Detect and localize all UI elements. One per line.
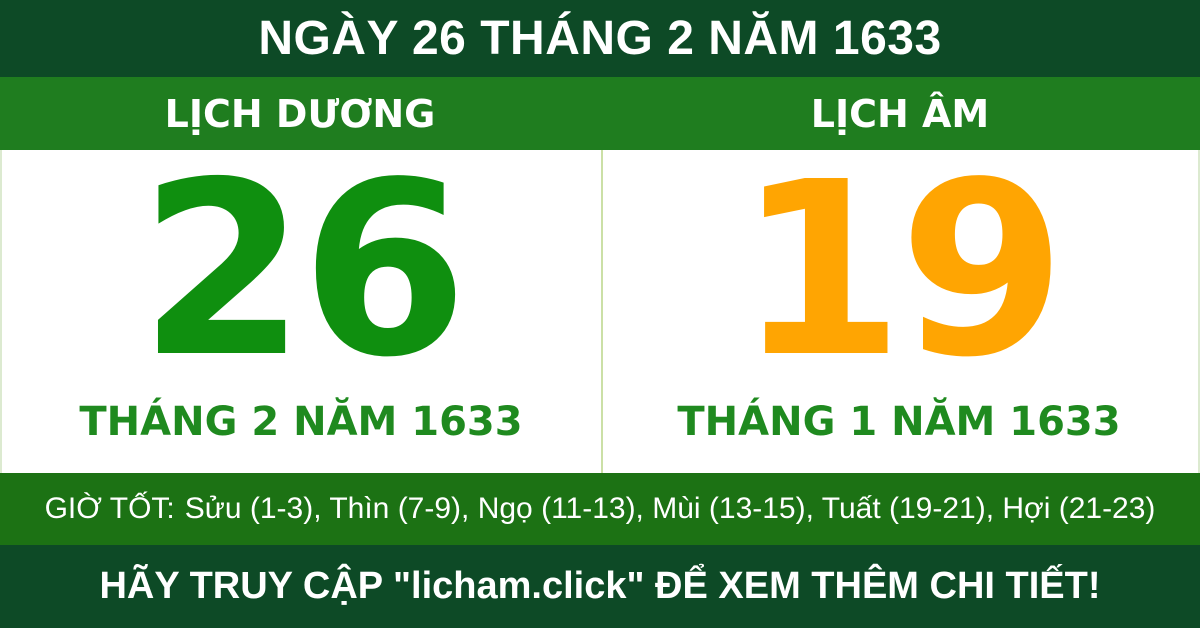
good-hours-list: Sửu (1-3), Thìn (7-9), Ngọ (11-13), Mùi …: [184, 492, 1156, 525]
solar-day-number: 26: [139, 130, 468, 410]
good-hours-bar: GIỜ TỐT: Sửu (1-3), Thìn (7-9), Ngọ (11-…: [0, 473, 1200, 545]
footer-call-to-action: HÃY TRUY CẬP "licham.click" ĐỂ XEM THÊM …: [99, 565, 1101, 607]
column-headers-band: LỊCH DƯƠNG LỊCH ÂM: [0, 77, 1200, 150]
solar-calendar-header: LỊCH DƯƠNG: [164, 91, 436, 136]
footer-bar: HÃY TRUY CẬP "licham.click" ĐỂ XEM THÊM …: [0, 545, 1200, 628]
good-hours-label: GIỜ TỐT:: [44, 492, 175, 525]
column-divider: [601, 150, 603, 473]
solar-calendar-column: 26 THÁNG 2 NĂM 1633: [2, 150, 600, 473]
lunar-calendar-header: LỊCH ÂM: [810, 91, 990, 136]
page-title: NGÀY 26 THÁNG 2 NĂM 1633: [258, 12, 942, 65]
solar-month-year-label: THÁNG 2 NĂM 1633: [79, 399, 523, 445]
lunar-calendar-column: 19 THÁNG 1 NĂM 1633: [600, 150, 1198, 473]
calendar-panel: 26 THÁNG 2 NĂM 1633 19 THÁNG 1 NĂM 1633: [0, 150, 1200, 473]
lunar-month-year-label: THÁNG 1 NĂM 1633: [677, 399, 1121, 445]
title-bar: NGÀY 26 THÁNG 2 NĂM 1633: [0, 0, 1200, 77]
lunar-day-number: 19: [737, 130, 1066, 410]
